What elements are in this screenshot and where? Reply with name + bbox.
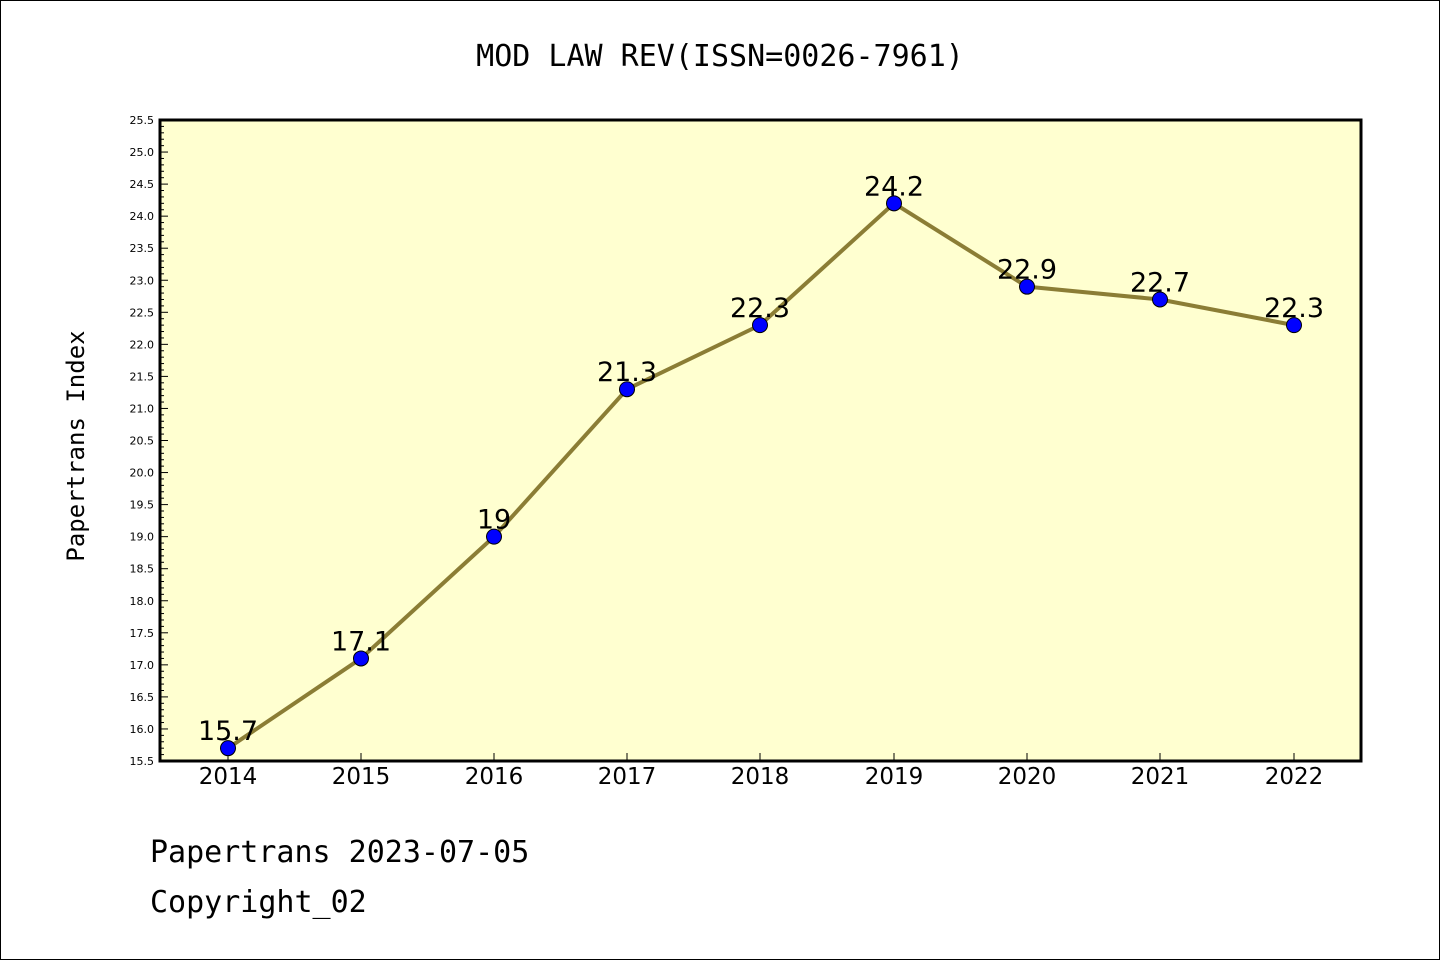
y-tick-label: 25.5 bbox=[130, 114, 155, 127]
data-label: 22.7 bbox=[1130, 267, 1190, 298]
data-point bbox=[1152, 291, 1168, 308]
y-tick-label: 17.5 bbox=[130, 627, 155, 640]
y-tick-label: 21.0 bbox=[130, 402, 155, 415]
data-point bbox=[619, 381, 635, 398]
x-tick-label: 2022 bbox=[1265, 764, 1324, 790]
data-label: 17.1 bbox=[331, 626, 391, 657]
y-tick-label: 16.5 bbox=[130, 691, 155, 704]
plot-border bbox=[158, 118, 1363, 763]
y-tick-label: 17.0 bbox=[130, 659, 155, 672]
data-label: 22.9 bbox=[997, 255, 1057, 286]
x-tick-label: 2016 bbox=[465, 764, 524, 790]
x-tick-label: 2020 bbox=[998, 764, 1057, 790]
data-point bbox=[220, 740, 236, 757]
y-tick-label: 22.5 bbox=[130, 306, 155, 319]
y-tick-label: 23.0 bbox=[130, 274, 155, 287]
x-tick-label: 2015 bbox=[332, 764, 391, 790]
data-label: 22.3 bbox=[730, 293, 790, 324]
data-label: 19 bbox=[477, 505, 511, 536]
x-tick-label: 2014 bbox=[199, 764, 258, 790]
data-label: 24.2 bbox=[864, 171, 924, 202]
x-tick-label: 2017 bbox=[598, 764, 657, 790]
y-axis-ticks: 15.5 16.0 16.5 17.0 17.5 18.0 18.5 19.0 19.5 20.0… bbox=[130, 114, 168, 768]
data-points bbox=[220, 195, 1302, 757]
data-point bbox=[1019, 278, 1035, 295]
y-tick-label: 25.0 bbox=[130, 146, 155, 159]
y-tick-label: 16.0 bbox=[130, 723, 155, 736]
x-tick-label: 2021 bbox=[1131, 764, 1190, 790]
plot-area bbox=[160, 120, 1361, 761]
data-point bbox=[752, 317, 768, 334]
data-point bbox=[886, 195, 902, 212]
x-tick-label: 2018 bbox=[731, 764, 790, 790]
y-tick-label: 22.0 bbox=[130, 338, 155, 351]
data-point bbox=[486, 528, 502, 545]
y-tick-label: 18.0 bbox=[130, 595, 155, 608]
y-tick-label: 20.5 bbox=[130, 435, 155, 448]
y-tick-label: 15.5 bbox=[130, 755, 155, 768]
footer-date: Papertrans 2023-07-05 bbox=[150, 835, 530, 870]
chart-title: MOD LAW REV(ISSN=0026-7961) bbox=[476, 39, 964, 74]
y-tick-label: 23.5 bbox=[130, 242, 155, 255]
y-tick-label: 18.5 bbox=[130, 563, 155, 576]
y-axis-label: Papertrans Index bbox=[62, 330, 90, 561]
data-labels: 15.7 17.1 19 21.3 22.3 24.2 22.9 22.7 22.3 bbox=[198, 171, 1324, 747]
data-point bbox=[1286, 317, 1302, 334]
data-label: 15.7 bbox=[198, 716, 258, 747]
y-tick-label: 24.0 bbox=[130, 210, 155, 223]
y-tick-label: 20.0 bbox=[130, 467, 155, 480]
y-tick-label: 24.5 bbox=[130, 178, 155, 191]
data-label: 22.3 bbox=[1264, 293, 1324, 324]
y-tick-label: 21.5 bbox=[130, 370, 155, 383]
footer-copyright: Copyright_02 bbox=[150, 885, 367, 920]
x-axis-ticks: 2014 2015 2016 2017 2018 2019 2020 2021 2022 bbox=[199, 753, 1324, 790]
y-tick-label: 19.5 bbox=[130, 499, 155, 512]
x-tick-label: 2019 bbox=[865, 764, 924, 790]
data-point bbox=[353, 650, 369, 667]
data-label: 21.3 bbox=[597, 357, 657, 388]
y-tick-label: 19.0 bbox=[130, 531, 155, 544]
